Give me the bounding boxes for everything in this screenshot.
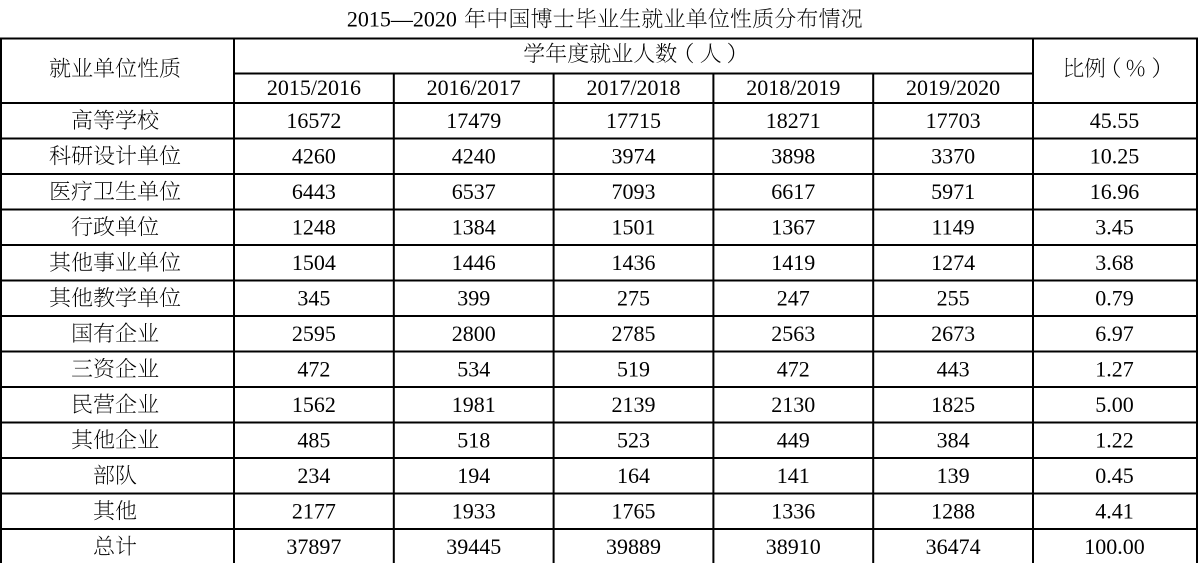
svg-text:1336: 1336 xyxy=(771,499,815,524)
svg-text:5.00: 5.00 xyxy=(1095,392,1134,417)
svg-text:519: 519 xyxy=(617,357,650,382)
svg-text:5971: 5971 xyxy=(931,179,975,204)
svg-text:1367: 1367 xyxy=(771,215,815,240)
svg-text:472: 472 xyxy=(777,357,810,382)
svg-text:2177: 2177 xyxy=(292,499,336,524)
svg-text:3.45: 3.45 xyxy=(1095,215,1134,240)
svg-text:3898: 3898 xyxy=(771,144,815,169)
svg-text:255: 255 xyxy=(937,286,970,311)
svg-text:275: 275 xyxy=(617,286,650,311)
svg-text:1981: 1981 xyxy=(452,392,496,417)
svg-text:0.45: 0.45 xyxy=(1095,463,1134,488)
svg-text:2018/2019: 2018/2019 xyxy=(746,75,840,100)
svg-text:518: 518 xyxy=(457,428,490,453)
svg-text:1501: 1501 xyxy=(612,215,656,240)
svg-text:100.00: 100.00 xyxy=(1084,534,1145,559)
svg-text:6.97: 6.97 xyxy=(1095,321,1134,346)
svg-text:1419: 1419 xyxy=(771,250,815,275)
svg-text:1288: 1288 xyxy=(931,499,975,524)
svg-text:6443: 6443 xyxy=(292,179,336,204)
svg-text:2673: 2673 xyxy=(931,321,975,346)
svg-text:16572: 16572 xyxy=(286,108,341,133)
svg-text:39445: 39445 xyxy=(446,534,501,559)
svg-text:17703: 17703 xyxy=(926,108,981,133)
svg-text:2019/2020: 2019/2020 xyxy=(906,75,1000,100)
svg-text:3370: 3370 xyxy=(931,144,975,169)
svg-text:1504: 1504 xyxy=(292,250,336,275)
svg-text:1.27: 1.27 xyxy=(1095,357,1134,382)
svg-text:1933: 1933 xyxy=(452,499,496,524)
svg-text:485: 485 xyxy=(297,428,330,453)
svg-text:2016/2017: 2016/2017 xyxy=(427,75,521,100)
svg-text:443: 443 xyxy=(937,357,970,382)
svg-text:39889: 39889 xyxy=(606,534,661,559)
svg-text:345: 345 xyxy=(297,286,330,311)
svg-text:2015/2016: 2015/2016 xyxy=(267,75,361,100)
svg-text:17715: 17715 xyxy=(606,108,661,133)
svg-text:2563: 2563 xyxy=(771,321,815,346)
svg-text:384: 384 xyxy=(937,428,970,453)
svg-text:139: 139 xyxy=(937,463,970,488)
svg-text:6617: 6617 xyxy=(771,179,815,204)
svg-text:2139: 2139 xyxy=(612,392,656,417)
svg-text:194: 194 xyxy=(457,463,490,488)
svg-text:17479: 17479 xyxy=(446,108,501,133)
svg-text:234: 234 xyxy=(297,463,330,488)
svg-text:3974: 3974 xyxy=(612,144,656,169)
svg-text:7093: 7093 xyxy=(612,179,656,204)
svg-text:37897: 37897 xyxy=(286,534,341,559)
svg-text:16.96: 16.96 xyxy=(1090,179,1140,204)
svg-text:1248: 1248 xyxy=(292,215,336,240)
svg-text:36474: 36474 xyxy=(926,534,981,559)
svg-text:2800: 2800 xyxy=(452,321,496,346)
svg-text:141: 141 xyxy=(777,463,810,488)
svg-text:1562: 1562 xyxy=(292,392,336,417)
svg-text:1274: 1274 xyxy=(931,250,975,275)
svg-text:2130: 2130 xyxy=(771,392,815,417)
svg-text:1149: 1149 xyxy=(932,215,975,240)
svg-text:399: 399 xyxy=(457,286,490,311)
svg-text:1446: 1446 xyxy=(452,250,496,275)
svg-text:4260: 4260 xyxy=(292,144,336,169)
svg-text:2785: 2785 xyxy=(612,321,656,346)
svg-text:523: 523 xyxy=(617,428,650,453)
svg-text:38910: 38910 xyxy=(766,534,821,559)
svg-text:1.22: 1.22 xyxy=(1095,428,1134,453)
svg-text:164: 164 xyxy=(617,463,650,488)
svg-text:0.79: 0.79 xyxy=(1095,286,1134,311)
svg-text:247: 247 xyxy=(777,286,810,311)
svg-text:10.25: 10.25 xyxy=(1090,144,1140,169)
svg-text:6537: 6537 xyxy=(452,179,496,204)
svg-text:1765: 1765 xyxy=(612,499,656,524)
svg-text:4.41: 4.41 xyxy=(1095,499,1134,524)
svg-text:1384: 1384 xyxy=(452,215,496,240)
svg-text:18271: 18271 xyxy=(766,108,821,133)
svg-text:472: 472 xyxy=(297,357,330,382)
svg-text:534: 534 xyxy=(457,357,490,382)
svg-text:449: 449 xyxy=(777,428,810,453)
svg-text:2595: 2595 xyxy=(292,321,336,346)
svg-text:3.68: 3.68 xyxy=(1095,250,1134,275)
svg-text:1436: 1436 xyxy=(612,250,656,275)
svg-text:2015—2020: 2015—2020 xyxy=(347,7,457,32)
svg-text:2017/2018: 2017/2018 xyxy=(586,75,680,100)
svg-text:4240: 4240 xyxy=(452,144,496,169)
svg-text:45.55: 45.55 xyxy=(1090,108,1140,133)
svg-text:1825: 1825 xyxy=(931,392,975,417)
